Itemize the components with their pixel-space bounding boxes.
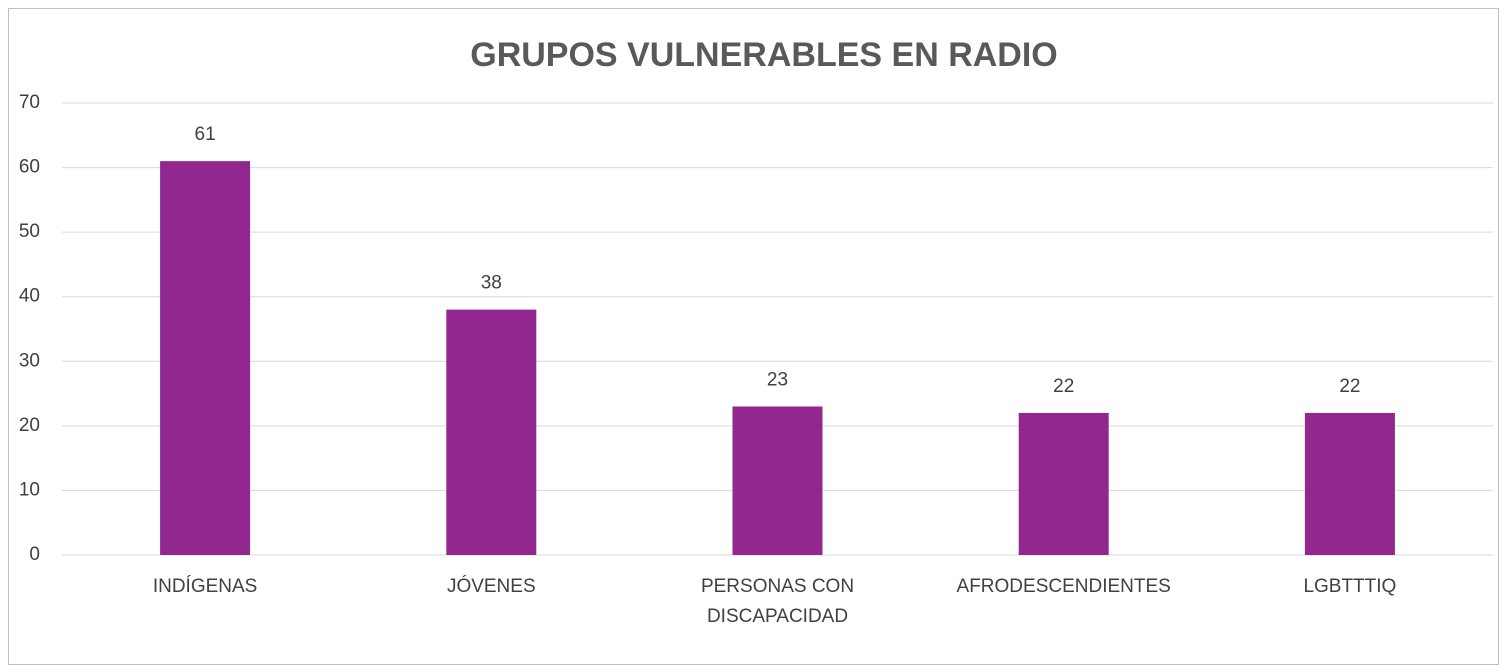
y-tick-label: 50: [19, 221, 40, 242]
chart-title: GRUPOS VULNERABLES EN RADIO: [470, 36, 1058, 74]
bar: [1304, 412, 1395, 555]
bar: [446, 309, 537, 555]
data-label: 23: [767, 370, 788, 391]
y-tick-label: 20: [19, 415, 40, 436]
y-tick-label: 10: [19, 479, 40, 500]
y-tick-label: 30: [19, 350, 40, 371]
data-label: 38: [481, 273, 502, 294]
bar: [732, 406, 823, 555]
x-tick-label: JÓVENES: [447, 575, 536, 597]
y-tick-label: 70: [19, 92, 40, 113]
x-tick-label: INDÍGENAS: [153, 576, 258, 597]
x-tick-label: LGBTTTIQ: [1303, 576, 1396, 597]
data-label: 22: [1053, 376, 1074, 397]
y-tick-label: 0: [29, 544, 40, 565]
x-tick-label: PERSONAS CON DISCAPACIDAD: [701, 576, 854, 627]
y-tick-label: 60: [19, 157, 40, 178]
data-label: 22: [1339, 376, 1360, 397]
bar: [160, 161, 251, 555]
bar: [1018, 412, 1109, 555]
y-tick-label: 40: [19, 286, 40, 307]
data-label: 61: [195, 124, 216, 145]
x-tick-label: AFRODESCENDIENTES: [957, 576, 1171, 597]
